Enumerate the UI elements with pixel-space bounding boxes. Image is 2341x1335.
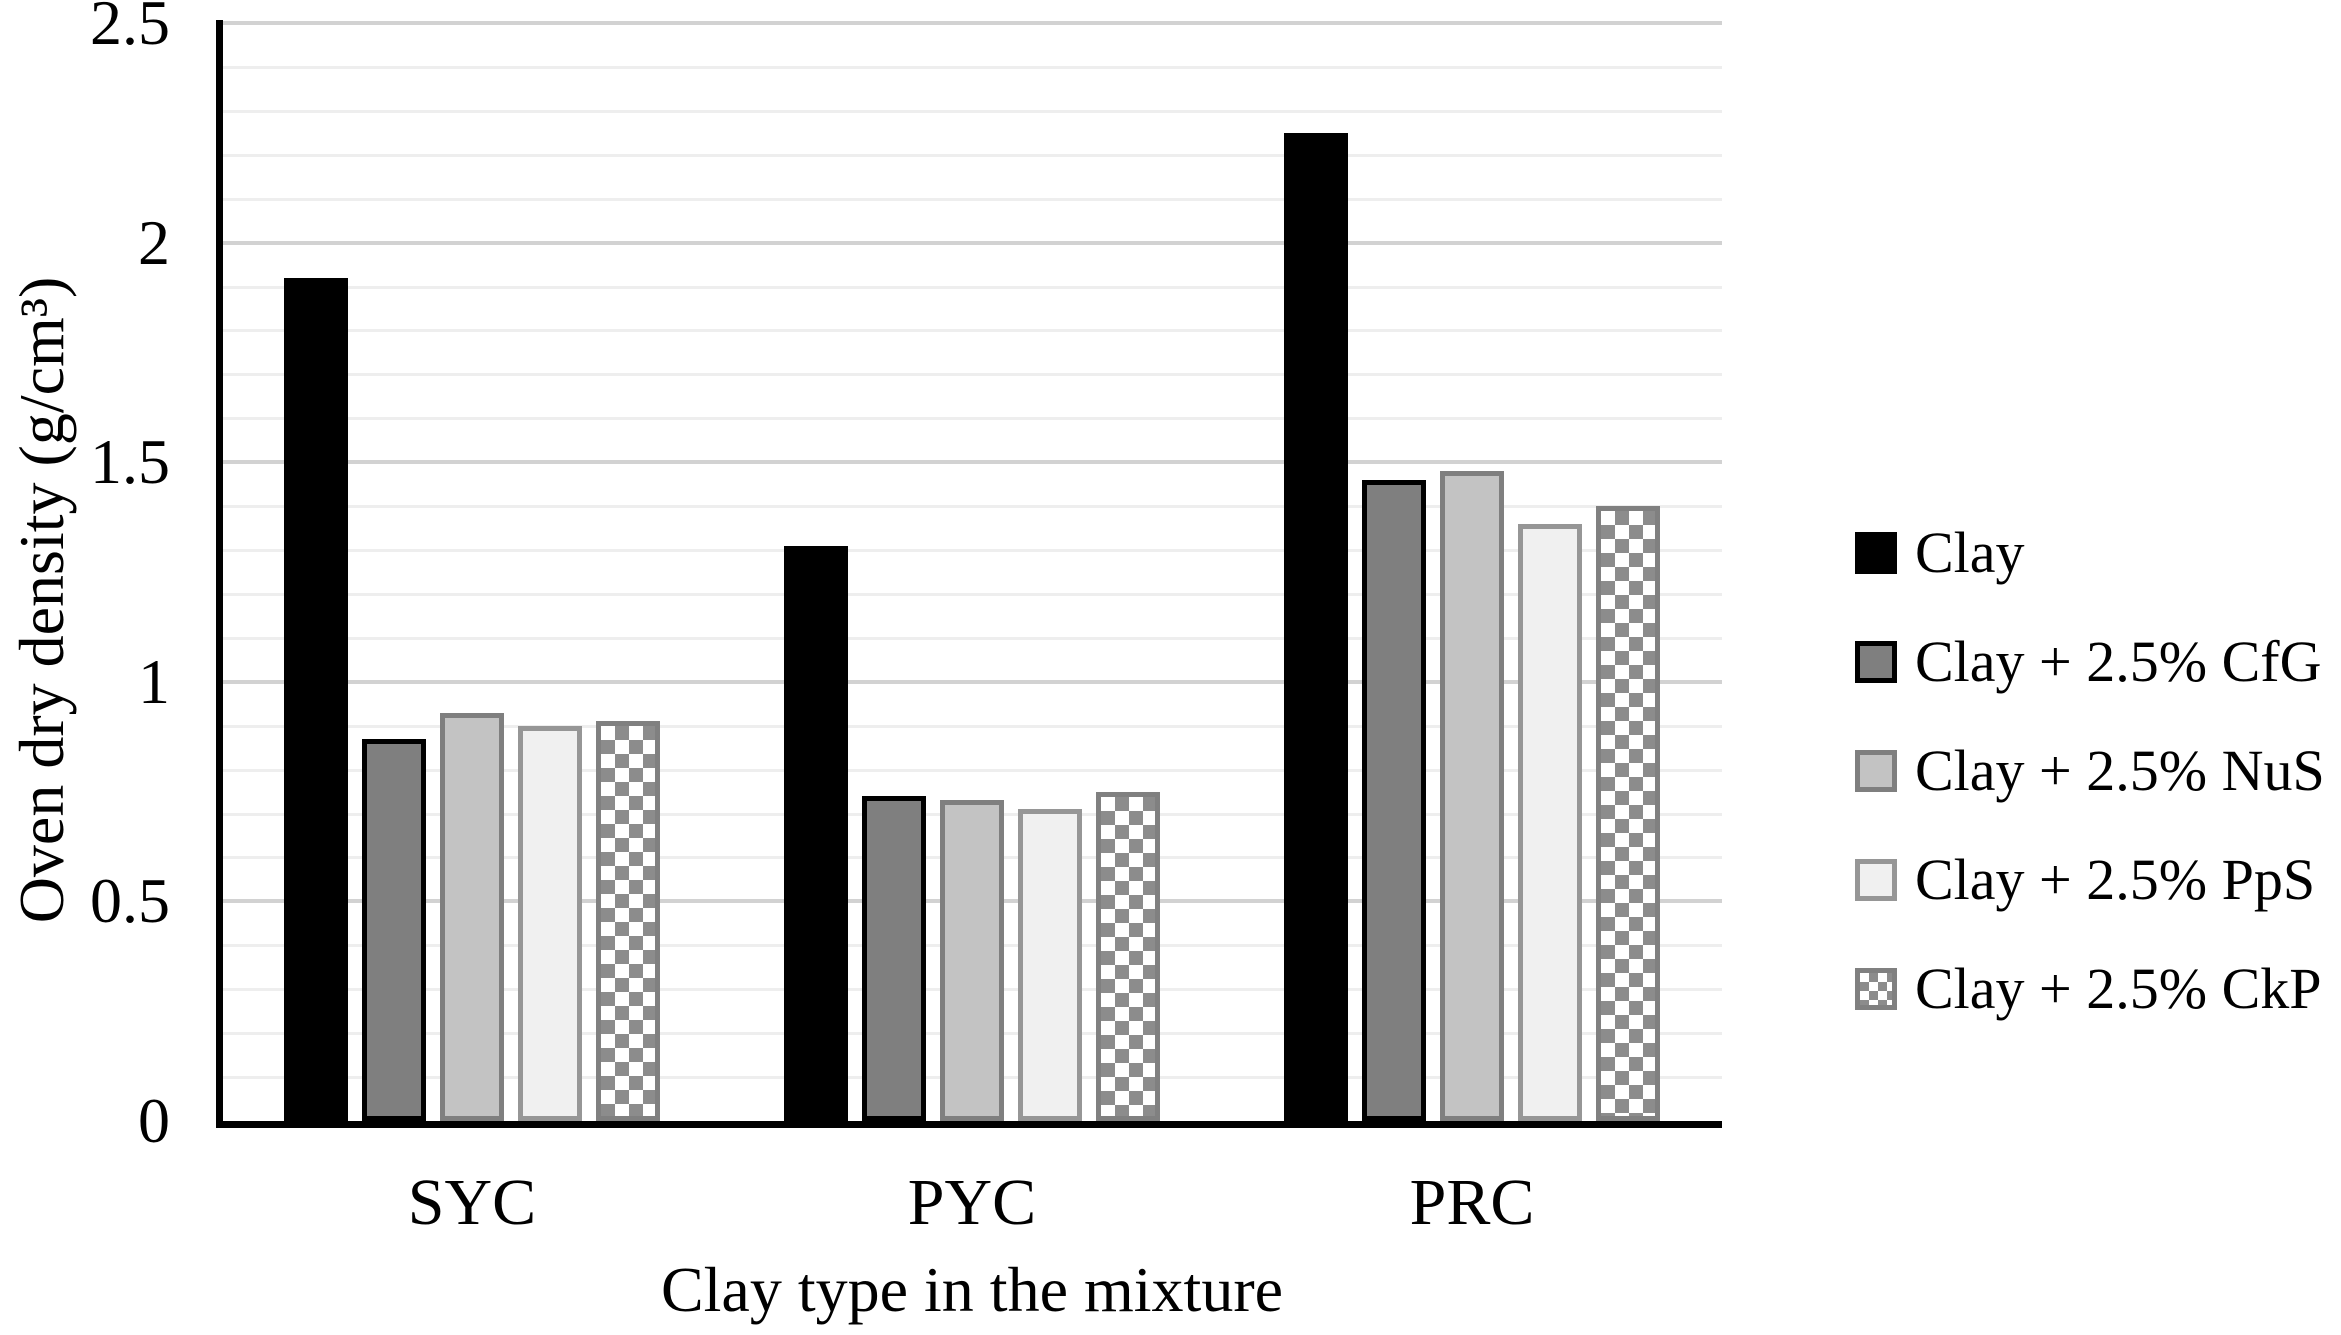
bar-SYC-Clay-2-5-CkP — [596, 721, 660, 1121]
legend-label: Clay — [1915, 520, 2025, 585]
minor-gridline — [222, 154, 1722, 157]
x-axis-title: Clay type in the mixture — [660, 1254, 1284, 1325]
legend-label: Clay + 2.5% CkP — [1915, 956, 2322, 1021]
x-category-label-PRC: PRC — [1409, 1166, 1535, 1239]
minor-gridline — [222, 417, 1722, 420]
minor-gridline — [222, 769, 1722, 772]
legend-label: Clay + 2.5% CfG — [1915, 629, 2322, 694]
y-tick-label-2: 2 — [138, 207, 170, 278]
minor-gridline — [222, 198, 1722, 201]
bar-PYC-Clay-2-5-CfG — [862, 796, 926, 1121]
legend-swatch-icon — [1855, 967, 1897, 1010]
bar-PRC-Clay-2-5-NuS — [1440, 471, 1504, 1121]
legend-item-Clay: Clay — [1855, 498, 2325, 607]
bar-PRC-Clay-2-5-CkP — [1596, 506, 1660, 1121]
minor-gridline — [222, 725, 1722, 728]
major-gridline — [222, 21, 1722, 25]
x-axis-line — [216, 1121, 1722, 1128]
major-gridline — [222, 460, 1722, 464]
bar-PRC-Clay-2-5-PpS — [1518, 524, 1582, 1121]
bar-SYC-Clay-2-5-PpS — [518, 726, 582, 1121]
minor-gridline — [222, 637, 1722, 640]
minor-gridline — [222, 549, 1722, 552]
major-gridline — [222, 241, 1722, 245]
y-tick-label-1: 1 — [138, 646, 170, 717]
bar-SYC-Clay-2-5-CfG — [362, 739, 426, 1121]
y-tick-label-0: 0 — [138, 1085, 170, 1156]
minor-gridline — [222, 286, 1722, 289]
bar-PRC-Clay-2-5-CfG — [1362, 480, 1426, 1121]
bar-PYC-Clay — [784, 546, 848, 1121]
bar-PYC-Clay-2-5-NuS — [940, 800, 1004, 1121]
y-axis-line — [216, 20, 223, 1128]
x-category-label-SYC: SYC — [407, 1166, 537, 1239]
bar-PYC-Clay-2-5-PpS — [1018, 809, 1082, 1121]
bar-SYC-Clay — [284, 278, 348, 1121]
bar-SYC-Clay-2-5-NuS — [440, 713, 504, 1121]
y-tick-label-0.5: 0.5 — [90, 865, 170, 936]
bar-PYC-Clay-2-5-CkP — [1096, 792, 1160, 1121]
legend-item-Clay-2-5-CkP: Clay + 2.5% CkP — [1855, 934, 2325, 1043]
legend-item-Clay-2-5-CfG: Clay + 2.5% CfG — [1855, 607, 2325, 716]
legend-label: Clay + 2.5% PpS — [1915, 847, 2316, 912]
y-tick-label-2.5: 2.5 — [90, 0, 170, 58]
chart-legend: Clay Clay + 2.5% CfG Clay + 2.5% NuS Clay +… — [1855, 498, 2325, 1043]
legend-item-Clay-2-5-PpS: Clay + 2.5% PpS — [1855, 825, 2325, 934]
major-gridline — [222, 680, 1722, 684]
legend-swatch-icon — [1855, 640, 1897, 683]
minor-gridline — [222, 593, 1722, 596]
legend-item-Clay-2-5-NuS: Clay + 2.5% NuS — [1855, 716, 2325, 825]
minor-gridline — [222, 329, 1722, 332]
minor-gridline — [222, 66, 1722, 69]
minor-gridline — [222, 110, 1722, 113]
legend-swatch-icon — [1855, 531, 1897, 574]
legend-swatch-icon — [1855, 749, 1897, 792]
bar-PRC-Clay — [1284, 133, 1348, 1121]
legend-label: Clay + 2.5% NuS — [1915, 738, 2325, 803]
minor-gridline — [222, 505, 1722, 508]
plot-area — [222, 21, 1722, 1121]
legend-swatch-icon — [1855, 858, 1897, 901]
minor-gridline — [222, 373, 1722, 376]
y-tick-label-1.5: 1.5 — [90, 426, 170, 497]
x-category-label-PYC: PYC — [907, 1166, 1037, 1239]
